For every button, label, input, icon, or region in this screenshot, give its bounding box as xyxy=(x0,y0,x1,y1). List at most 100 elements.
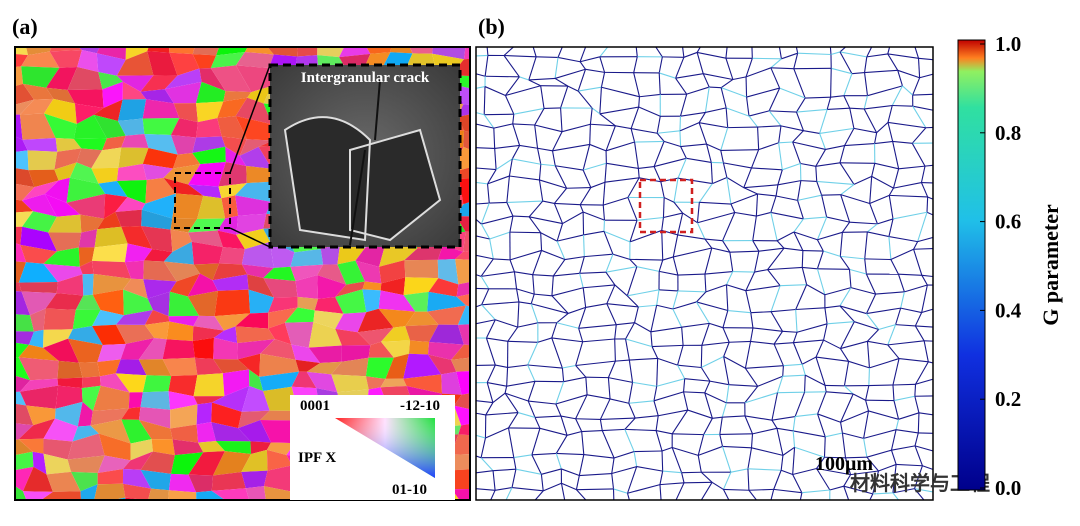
grain xyxy=(67,67,103,91)
grain-boundary xyxy=(776,231,795,242)
grain xyxy=(144,133,178,155)
grain-boundary xyxy=(866,223,878,233)
grain xyxy=(210,65,252,93)
grain-boundary xyxy=(539,427,568,436)
grain-boundary xyxy=(918,432,933,434)
grain-boundary xyxy=(589,143,607,152)
grain xyxy=(54,162,77,181)
grain xyxy=(168,315,200,327)
grain-boundary xyxy=(476,364,496,367)
grain-boundary xyxy=(728,384,758,387)
grain-boundary xyxy=(839,47,847,53)
grain-boundary xyxy=(536,56,559,59)
grain-boundary xyxy=(627,289,660,297)
grain-boundary xyxy=(698,122,708,145)
grain-boundary xyxy=(843,474,852,487)
grain xyxy=(188,474,214,493)
grain-boundary xyxy=(866,53,888,58)
grain-boundary xyxy=(722,445,752,449)
grain-boundary xyxy=(567,85,579,92)
grain xyxy=(214,289,251,317)
grain xyxy=(244,47,274,55)
grain-boundary xyxy=(581,430,603,433)
grain-boundary xyxy=(476,412,486,416)
grain-boundary xyxy=(661,230,664,261)
grain xyxy=(55,137,82,152)
grain xyxy=(15,243,27,263)
grain-boundary xyxy=(864,56,868,73)
grain-boundary xyxy=(876,121,889,134)
grain-boundary xyxy=(774,342,794,345)
grain xyxy=(96,47,126,60)
grain-boundary xyxy=(841,221,851,233)
grain-boundary xyxy=(675,73,704,79)
grain xyxy=(199,68,226,92)
grain-boundary xyxy=(681,322,710,328)
grain-boundary xyxy=(755,193,759,217)
grain xyxy=(23,83,54,100)
grain xyxy=(128,392,143,409)
grain-boundary xyxy=(516,288,535,295)
grain-boundary xyxy=(677,364,702,369)
grain-boundary xyxy=(614,324,617,340)
grain xyxy=(43,418,78,442)
grain-boundary xyxy=(843,486,850,500)
grain-boundary xyxy=(839,348,850,362)
grain-boundary xyxy=(803,216,827,220)
grain-boundary xyxy=(829,485,844,491)
grain xyxy=(451,434,470,455)
grain xyxy=(210,52,245,69)
grain-boundary xyxy=(839,256,850,270)
grain-boundary xyxy=(505,501,528,507)
grain-boundary xyxy=(488,507,492,522)
grain xyxy=(437,244,464,260)
grain-boundary xyxy=(626,466,638,494)
grain xyxy=(191,241,223,265)
grain-boundary xyxy=(476,147,495,149)
grain-boundary xyxy=(831,67,853,75)
grain-boundary xyxy=(912,33,939,39)
grain xyxy=(306,361,342,375)
grain-boundary xyxy=(745,290,752,313)
grain-boundary xyxy=(849,507,851,522)
grain-boundary xyxy=(920,182,929,198)
grain-boundary xyxy=(509,249,542,261)
grain xyxy=(357,327,394,346)
grain xyxy=(355,260,382,284)
grain xyxy=(15,403,34,426)
grain-boundary xyxy=(658,72,661,95)
grain-boundary xyxy=(795,284,808,310)
grain-boundary xyxy=(517,322,538,328)
grain-boundary xyxy=(852,393,866,401)
grain-boundary xyxy=(683,391,705,394)
grain-boundary xyxy=(613,488,628,494)
grain xyxy=(451,489,470,500)
grain-boundary xyxy=(918,412,933,416)
grain-boundary xyxy=(560,85,569,109)
grain-boundary xyxy=(927,196,933,200)
grain-boundary xyxy=(527,400,536,418)
grain xyxy=(54,148,82,170)
grain-boundary xyxy=(817,391,827,415)
grain-boundary xyxy=(887,344,900,359)
grain xyxy=(15,150,29,171)
grain-boundary xyxy=(609,398,629,404)
scale-bar-label: 100μm xyxy=(815,453,873,475)
grain-boundary xyxy=(589,38,615,39)
grain-boundary xyxy=(528,56,537,81)
grain-boundary xyxy=(483,86,486,115)
grain-boundary xyxy=(513,454,532,459)
grain xyxy=(169,273,200,297)
grain xyxy=(15,66,24,87)
grain-boundary xyxy=(722,327,730,343)
grain-boundary xyxy=(745,271,756,291)
grain xyxy=(46,67,78,91)
grain-boundary xyxy=(863,108,878,133)
grain-boundary xyxy=(512,123,521,146)
inset-text: Intergranular crack xyxy=(301,70,430,86)
grain-boundary xyxy=(745,285,781,292)
grain xyxy=(15,375,31,392)
grain-boundary xyxy=(551,337,583,343)
grain xyxy=(193,315,225,331)
grain-boundary xyxy=(887,47,891,55)
